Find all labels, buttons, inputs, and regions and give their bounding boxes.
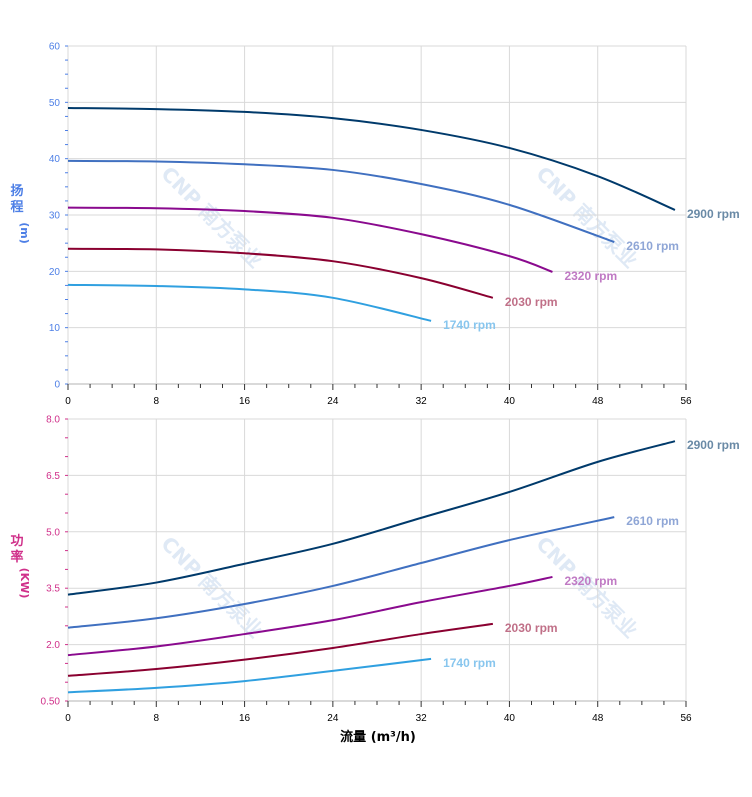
x-tick-label: 40	[504, 713, 516, 724]
series-line-1740-rpm	[67, 657, 432, 694]
series-line-2320-rpm	[67, 575, 553, 657]
x-tick-label: 40	[504, 396, 516, 407]
x-tick-label: 56	[680, 713, 692, 724]
x-tick-label: 0	[65, 713, 71, 724]
series-label: 2900 rpm	[687, 207, 740, 221]
x-tick-label: 0	[65, 396, 71, 407]
x-tick-label: 56	[680, 396, 692, 407]
x-tick-label: 16	[239, 713, 251, 724]
series-label: 2320 rpm	[564, 574, 617, 588]
x-tick-label: 8	[154, 396, 160, 407]
y-tick-label: 20	[49, 267, 61, 278]
series-line-2320-rpm	[67, 206, 553, 273]
y-tick-label: 0.50	[41, 697, 61, 708]
watermark-logo: CNP 南方泵业	[156, 532, 267, 643]
y-axis-label-line: 扬	[10, 183, 23, 199]
series-line-2030-rpm	[67, 622, 494, 677]
y-tick-label: 2.0	[46, 640, 60, 651]
y-axis-label-unit: (m)	[18, 222, 31, 244]
x-tick-label: 24	[327, 396, 339, 407]
y-tick-label: 60	[49, 42, 61, 53]
series-line-2030-rpm	[67, 247, 494, 299]
series-label: 2030 rpm	[505, 295, 558, 309]
y-tick-label: 3.5	[46, 584, 60, 595]
series-line-1740-rpm	[67, 283, 432, 322]
series-label: 2320 rpm	[564, 269, 617, 283]
series-line-2900-rpm	[67, 106, 676, 211]
x-tick-label: 48	[592, 396, 604, 407]
y-tick-label: 30	[49, 211, 61, 222]
y-tick-label: 8.0	[46, 415, 60, 426]
series-line-2610-rpm	[67, 159, 615, 243]
x-tick-label: 16	[239, 396, 251, 407]
series-label: 1740 rpm	[443, 656, 496, 670]
x-tick-label: 24	[327, 713, 339, 724]
y-tick-label: 50	[49, 98, 61, 109]
series-label: 1740 rpm	[443, 318, 496, 332]
series-line-2610-rpm	[67, 516, 615, 629]
x-axis-label: 流量 (m³/h)	[340, 729, 416, 745]
y-axis-label-unit: (KW)	[18, 568, 31, 599]
y-axis-label-line: 程	[10, 200, 23, 215]
y-tick-label: 6.5	[46, 471, 60, 482]
y-axis-label-line: 功	[10, 534, 23, 549]
series-line-2900-rpm	[67, 440, 676, 596]
series-label: 2610 rpm	[626, 239, 679, 253]
series-label: 2030 rpm	[505, 621, 558, 635]
x-tick-label: 48	[592, 713, 604, 724]
y-tick-label: 5.0	[46, 527, 60, 538]
x-tick-label: 8	[154, 713, 160, 724]
y-tick-label: 10	[49, 323, 61, 334]
series-label: 2900 rpm	[687, 438, 740, 452]
watermark-logo: CNP 南方泵业	[156, 162, 267, 273]
y-axis-label-line: 率	[10, 549, 23, 565]
x-tick-label: 32	[416, 396, 428, 407]
series-label: 2610 rpm	[626, 514, 679, 528]
y-tick-label: 40	[49, 154, 61, 165]
y-tick-label: 0	[54, 380, 60, 391]
x-tick-label: 32	[416, 713, 428, 724]
